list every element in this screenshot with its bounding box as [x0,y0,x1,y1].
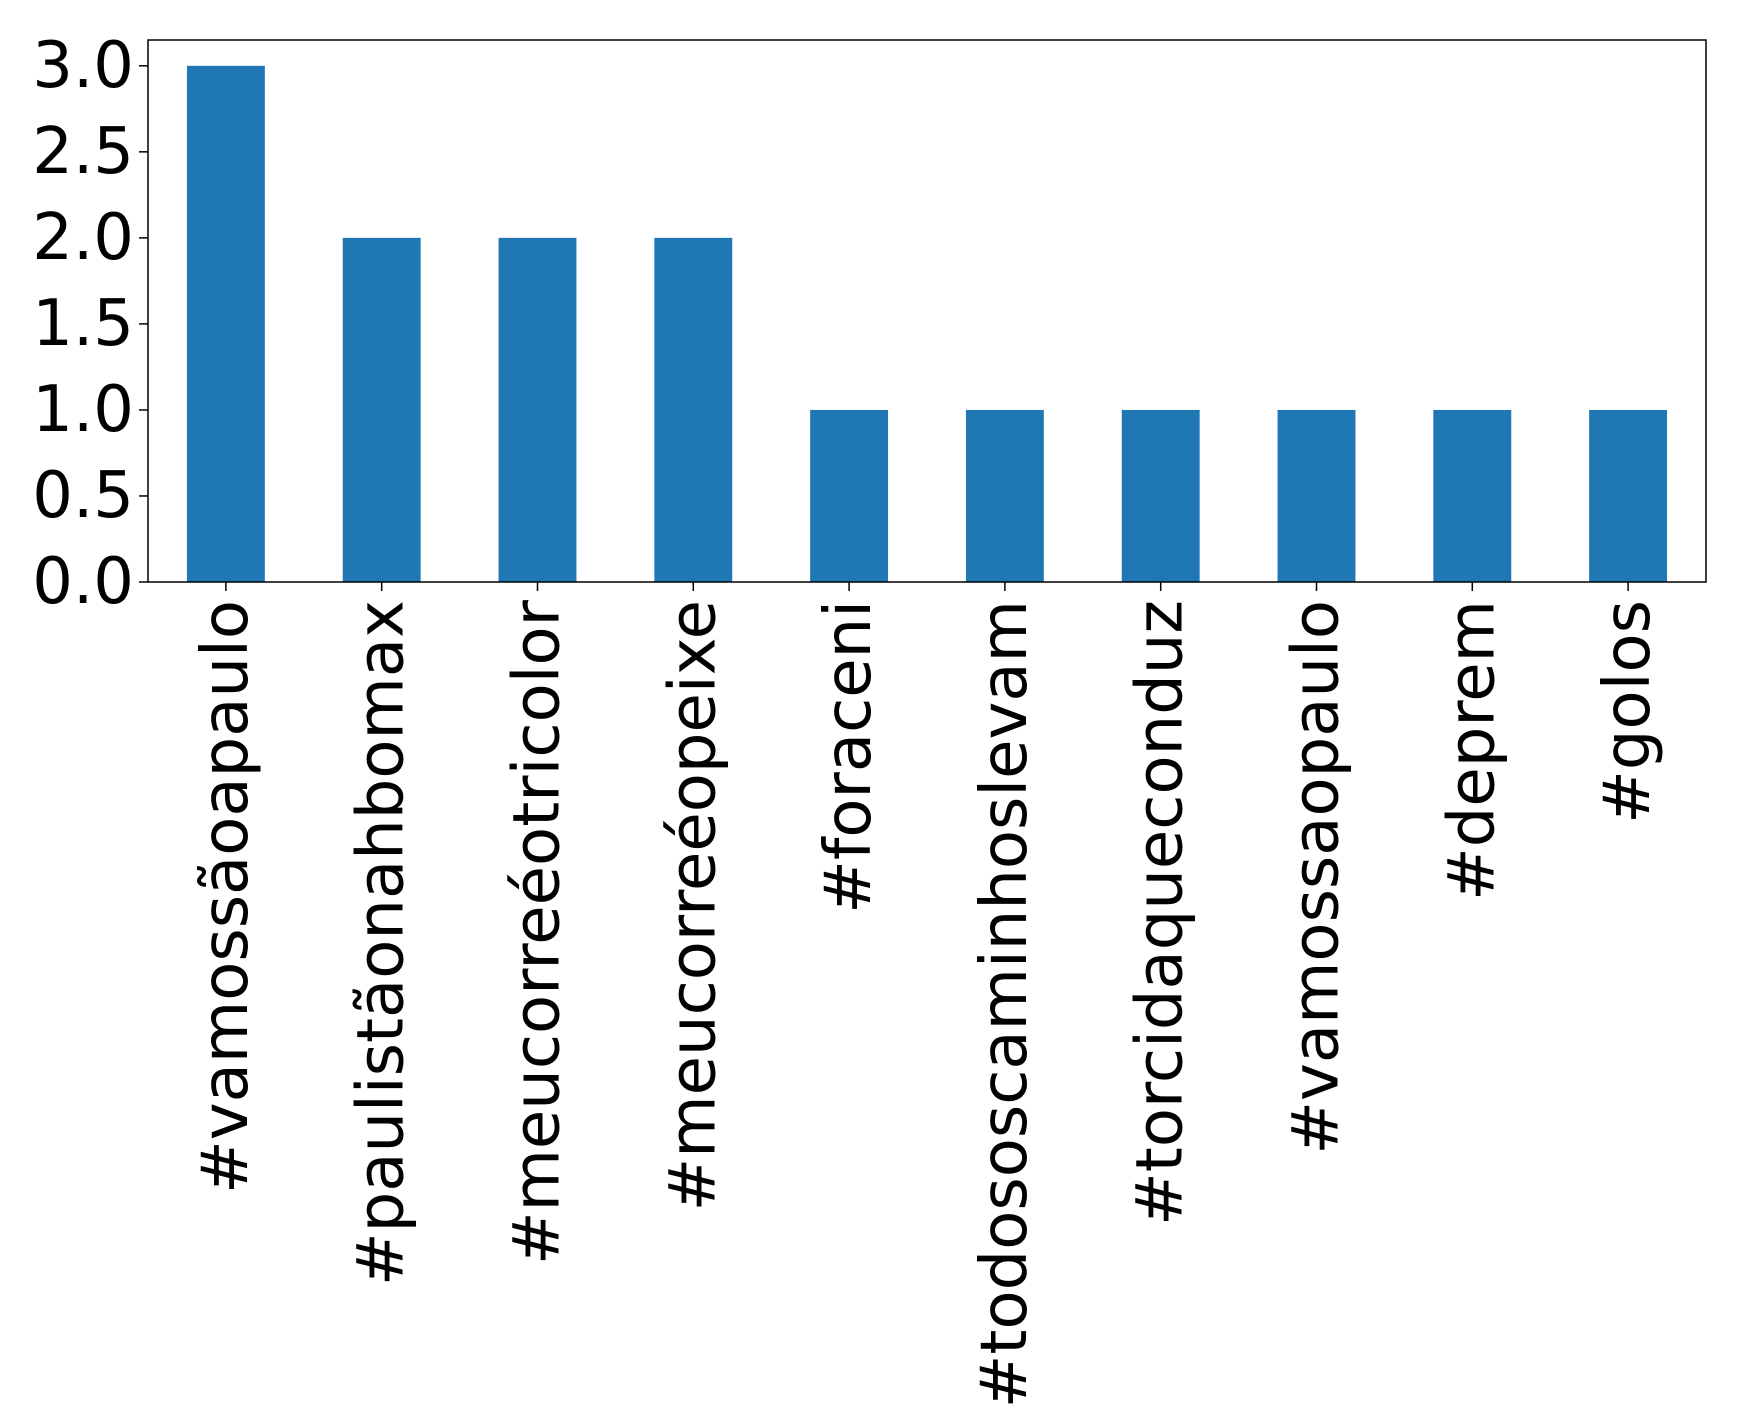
x-tick-label: #torcidaqueconduz [1124,600,1198,1226]
x-tick-label: #meucorreéopeixe [656,600,730,1211]
bar [810,409,889,582]
x-tick-label: #vamossaopaulo [1280,600,1354,1155]
y-tick-label: 0.5 [32,459,134,533]
bar [1433,409,1512,582]
y-tick-label: 2.0 [32,201,134,275]
bar [1589,409,1668,582]
bar [1277,409,1356,582]
x-tick-label: #foraceni [812,600,886,914]
y-tick-label: 1.5 [32,287,134,361]
y-axis: 0.0 0.5 1.0 1.5 2.0 2.5 3.0 [32,29,148,619]
bar [498,237,577,582]
bar [342,237,421,582]
y-tick-label: 3.0 [32,29,134,103]
bars-group [186,65,1668,583]
y-tick-label: 1.0 [32,373,134,447]
x-tick-label: #meucorreéotricolor [501,599,575,1265]
x-axis: #vamossãoapaulo #paulistãonahbomax #meucor… [189,582,1665,1408]
x-tick-label: #golos [1591,600,1665,824]
y-tick-label: 0.0 [32,545,134,619]
bar [1121,409,1200,582]
bar [654,237,733,582]
x-tick-label: #deprem [1435,600,1509,901]
bar [965,409,1044,582]
y-tick-label: 2.5 [32,115,134,189]
x-tick-label: #vamossãoapaulo [189,600,263,1194]
x-tick-label: #paulistãonahbomax [345,600,419,1286]
plot-area-frame [147,39,1707,583]
bar [186,65,265,583]
x-tick-label: #todososcaminhoslevam [968,600,1042,1408]
